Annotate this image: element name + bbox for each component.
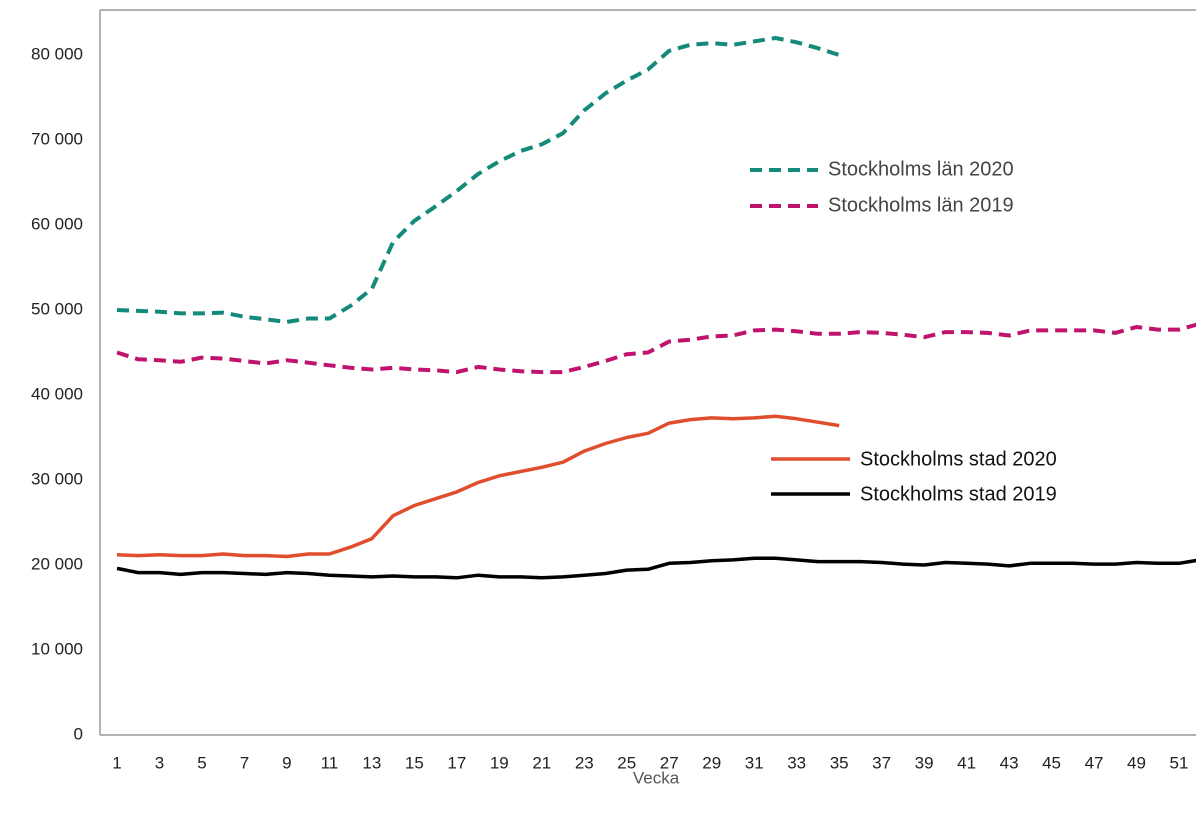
x-tick-label: 3 [155, 753, 164, 772]
x-tick-label: 25 [617, 753, 636, 772]
x-tick-label: 51 [1170, 753, 1189, 772]
x-tick-label: 1 [112, 753, 121, 772]
x-tick-label: 43 [1000, 753, 1019, 772]
x-tick-label: 13 [362, 753, 381, 772]
y-tick-label: 20 000 [31, 554, 83, 573]
x-tick-label: 31 [745, 753, 764, 772]
x-tick-label: 47 [1085, 753, 1104, 772]
y-tick-label: 30 000 [31, 469, 83, 488]
legend-label: Stockholms stad 2020 [860, 448, 1057, 470]
y-tick-label: 70 000 [31, 129, 83, 148]
x-tick-label: 41 [957, 753, 976, 772]
x-tick-label: 35 [830, 753, 849, 772]
y-tick-label: 80 000 [31, 44, 83, 63]
x-tick-label: 19 [490, 753, 509, 772]
x-axis-label: Vecka [633, 768, 680, 787]
x-tick-label: 17 [447, 753, 466, 772]
x-tick-label: 21 [532, 753, 551, 772]
series-line [116, 36, 840, 324]
x-tick-label: 49 [1127, 753, 1146, 772]
series-line [116, 556, 1196, 580]
x-tick-label: 45 [1042, 753, 1061, 772]
x-tick-label: 5 [197, 753, 206, 772]
legend-label: Stockholms stad 2019 [860, 483, 1057, 505]
legend-label: Stockholms län 2020 [828, 158, 1014, 180]
y-tick-label: 10 000 [31, 639, 83, 658]
legend-label: Stockholms län 2019 [828, 194, 1014, 216]
x-tick-label: 29 [702, 753, 721, 772]
y-tick-label: 60 000 [31, 214, 83, 233]
x-tick-label: 23 [575, 753, 594, 772]
y-tick-label: 40 000 [31, 384, 83, 403]
x-tick-label: 11 [321, 753, 339, 772]
x-tick-label: 15 [405, 753, 424, 772]
x-tick-label: 33 [787, 753, 806, 772]
x-tick-label: 37 [872, 753, 891, 772]
x-tick-label: 39 [915, 753, 934, 772]
x-tick-label: 7 [240, 753, 249, 772]
series-line [116, 322, 1196, 375]
x-tick-label: 9 [282, 753, 291, 772]
y-tick-label: 0 [74, 724, 83, 743]
y-tick-label: 50 000 [31, 299, 83, 318]
x-tick-label: 27 [660, 753, 679, 772]
series-line [116, 414, 840, 559]
